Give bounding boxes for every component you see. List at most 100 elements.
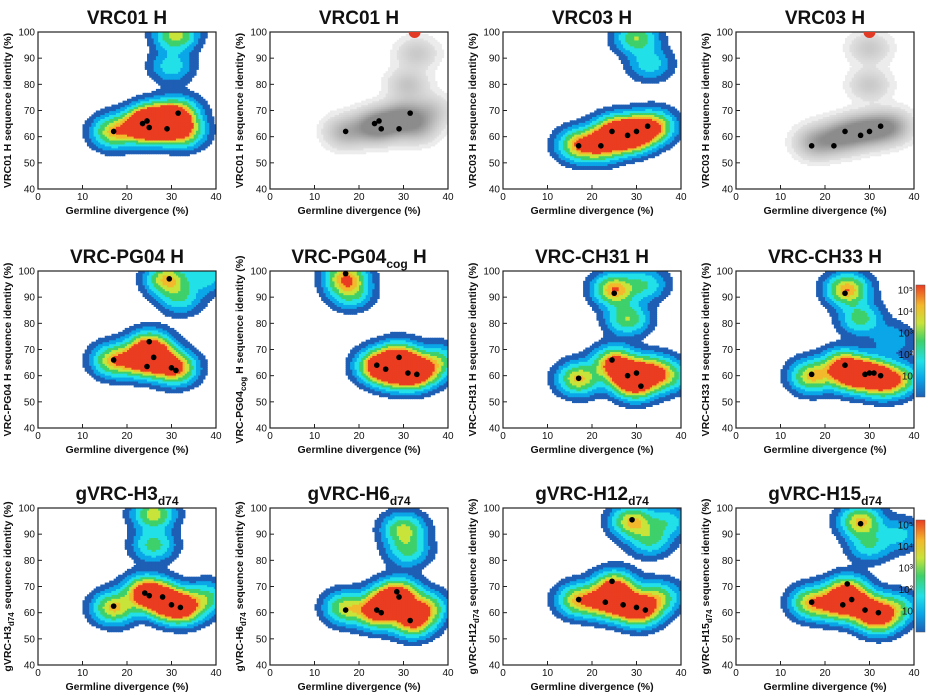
- density-cell: [354, 114, 358, 117]
- density-cell: [445, 114, 448, 117]
- density-cell: [160, 49, 164, 53]
- density-cell: [193, 71, 197, 74]
- density-cell: [419, 79, 422, 82]
- density-cell: [164, 77, 168, 80]
- density-cell: [193, 151, 197, 155]
- density-cell: [403, 86, 407, 90]
- density-cell: [390, 90, 393, 94]
- density-cell: [565, 159, 569, 163]
- density-cell: [405, 63, 409, 66]
- density-cell: [361, 130, 365, 133]
- density-cell: [334, 124, 338, 127]
- density-cell: [325, 124, 329, 127]
- density-cell: [202, 124, 206, 127]
- density-cell: [376, 145, 380, 149]
- density-cell: [195, 53, 199, 57]
- density-cell: [436, 137, 440, 141]
- density-cell: [104, 143, 108, 147]
- density-cell: [416, 116, 420, 119]
- density-cell: [385, 108, 389, 112]
- density-cell: [589, 124, 593, 127]
- density-cell: [164, 63, 168, 66]
- density-cell: [182, 92, 186, 96]
- density-cell: [178, 114, 181, 117]
- density-cell: [118, 132, 121, 135]
- density-cell: [407, 100, 411, 104]
- density-cell: [140, 98, 144, 102]
- density-cell: [410, 73, 413, 76]
- density-cell: [416, 137, 420, 141]
- density-cell: [198, 106, 202, 110]
- density-cell: [89, 134, 92, 137]
- density-cell: [173, 88, 177, 92]
- density-cell: [576, 167, 580, 170]
- density-cell: [184, 67, 188, 70]
- density-cell: [144, 35, 148, 39]
- density-cell: [571, 143, 575, 147]
- density-cell: [352, 136, 356, 139]
- density-cell: [419, 55, 422, 59]
- density-cell: [390, 53, 393, 57]
- density-cell: [434, 106, 438, 110]
- density-cell: [120, 114, 124, 117]
- density-cell: [175, 130, 179, 133]
- density-cell: [565, 139, 569, 143]
- density-cell: [175, 137, 179, 141]
- density-cell: [441, 108, 445, 112]
- density-cell: [153, 114, 157, 117]
- density-cell: [327, 137, 331, 141]
- density-cell: [394, 92, 398, 96]
- density-cell: [430, 92, 434, 96]
- density-cell: [124, 134, 128, 137]
- density-cell: [379, 147, 382, 151]
- density-cell: [189, 143, 193, 147]
- density-cell: [167, 143, 170, 147]
- density-cell: [403, 96, 407, 100]
- density-cell: [164, 47, 168, 51]
- density-cell: [423, 137, 427, 141]
- density-cell: [390, 49, 393, 53]
- density-cell: [113, 122, 117, 125]
- density-cell: [341, 114, 345, 117]
- density-cell: [178, 145, 181, 149]
- density-cell: [419, 126, 422, 129]
- density-cell: [383, 94, 387, 98]
- density-cell: [425, 132, 429, 135]
- density-cell: [401, 41, 405, 45]
- density-cell: [187, 106, 190, 110]
- density-cell: [394, 61, 398, 64]
- density-cell: [356, 145, 360, 149]
- density-cell: [419, 108, 422, 112]
- density-cell: [434, 118, 438, 121]
- density-cell: [412, 81, 416, 84]
- density-cell: [142, 104, 146, 108]
- density-cell: [122, 141, 126, 145]
- density-cell: [443, 110, 447, 114]
- density-cell: [147, 151, 150, 155]
- density-cell: [162, 118, 166, 121]
- density-cell: [155, 43, 159, 47]
- density-cell: [193, 69, 197, 72]
- density-cell: [412, 104, 416, 108]
- density-cell: [149, 32, 153, 35]
- density-cell: [416, 130, 420, 133]
- density-cell: [425, 88, 429, 92]
- density-cell: [396, 73, 400, 76]
- density-cell: [347, 147, 351, 151]
- density-cell: [155, 112, 159, 116]
- density-cell: [164, 134, 168, 137]
- density-cell: [423, 100, 427, 104]
- density-cell: [135, 122, 139, 125]
- density-cell: [401, 65, 405, 68]
- density-cell: [347, 110, 351, 114]
- density-cell: [175, 61, 179, 64]
- density-cell: [182, 116, 186, 119]
- density-cell: [327, 120, 331, 123]
- density-cell: [379, 108, 382, 112]
- density-cell: [356, 106, 360, 110]
- density-cell: [441, 132, 445, 135]
- density-cell: [359, 106, 362, 110]
- density-cell: [135, 149, 139, 153]
- density-cell: [361, 106, 365, 110]
- density-cell: [430, 86, 434, 90]
